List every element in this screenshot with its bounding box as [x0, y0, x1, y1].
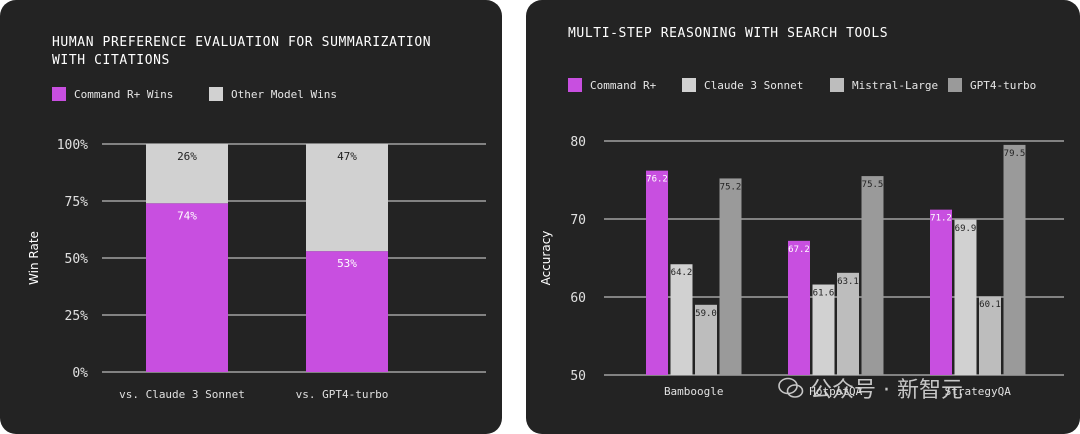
bar [788, 240, 810, 375]
bar [646, 170, 668, 375]
y-tick-label: 75% [65, 195, 89, 210]
legend-label: Claude 3 Sonnet [704, 78, 804, 92]
legend-label: Command R+ [590, 78, 657, 92]
data-label: 59.0 [695, 309, 717, 319]
data-label: 53% [337, 257, 357, 270]
bar [979, 296, 1001, 375]
y-axis-label: Win Rate [27, 231, 41, 285]
right-legend-item-4: GPT4-turbo [948, 78, 1036, 92]
bar [695, 304, 717, 375]
x-tick-label: HotpotQA [809, 385, 862, 398]
y-tick-label: 60 [570, 291, 586, 306]
data-label: 71.2 [930, 214, 952, 224]
right-legend-item-2: Claude 3 Sonnet [682, 78, 803, 92]
data-label: 60.1 [979, 300, 1001, 310]
data-label: 26% [177, 150, 197, 163]
right-chart-panel: MULTI-STEP REASONING WITH SEARCH TOOLS C… [526, 0, 1080, 434]
y-tick-label: 0% [72, 366, 88, 381]
data-label: 61.6 [813, 289, 835, 299]
left-chart-plot: 0% 25% 50% 75% 100% Win Rate 74% 26% vs. Claude … [27, 138, 486, 401]
wechat-icon [778, 377, 804, 398]
y-tick-label: 25% [65, 309, 89, 324]
data-label: 63.1 [837, 277, 859, 287]
legend-swatch [948, 78, 962, 92]
bar [954, 219, 977, 375]
left-legend-item-1: Command R+ Wins [52, 87, 173, 101]
data-label: 64.2 [671, 268, 693, 278]
data-label: 76.2 [646, 175, 668, 185]
bar [837, 272, 859, 375]
bar [670, 264, 693, 375]
right-chart-title: MULTI-STEP REASONING WITH SEARCH TOOLS [568, 26, 889, 41]
legend-label: Other Model Wins [231, 87, 337, 101]
x-tick-label: vs. Claude 3 Sonnet [119, 388, 245, 401]
watermark: 公众号 · 新智元 [778, 372, 963, 404]
bar [930, 209, 952, 375]
y-tick-label: 50 [570, 369, 586, 384]
left-chart-panel: HUMAN PREFERENCE EVALUATION FOR SUMMARIZ… [0, 0, 502, 434]
legend-label: GPT4-turbo [970, 78, 1037, 92]
legend-swatch [209, 87, 223, 101]
bar-segment [306, 251, 388, 372]
data-label: 69.9 [955, 224, 977, 234]
left-legend-item-2: Other Model Wins [209, 87, 337, 101]
data-label: 47% [337, 150, 357, 163]
x-tick-label: StrategyQA [945, 385, 1012, 398]
data-label: 75.5 [862, 180, 884, 190]
right-legend-item-1: Command R+ [568, 78, 656, 92]
bar-segment [306, 144, 388, 252]
x-tick-label: Bamboogle [664, 385, 724, 398]
bar [1003, 144, 1026, 375]
legend-label: Mistral-Large [852, 78, 939, 92]
legend-swatch [682, 78, 696, 92]
bar [861, 176, 884, 375]
bar [719, 178, 742, 375]
bar [812, 284, 835, 375]
left-chart-title: HUMAN PREFERENCE EVALUATION FOR SUMMARIZ… [52, 35, 432, 68]
legend-swatch [830, 78, 844, 92]
x-tick-label: vs. GPT4-turbo [296, 388, 389, 401]
right-legend-item-3: Mistral-Large [830, 78, 938, 92]
y-tick-label: 70 [570, 213, 586, 228]
data-label: 74% [177, 209, 197, 222]
y-axis-label: Accuracy [539, 231, 553, 286]
data-label: 79.5 [1004, 149, 1026, 159]
data-label: 75.2 [720, 182, 742, 192]
y-tick-label: 100% [57, 138, 88, 153]
legend-label: Command R+ Wins [74, 87, 174, 101]
y-tick-label: 80 [570, 135, 586, 150]
legend-swatch [52, 87, 66, 101]
right-chart-plot: 50 60 70 80 Accuracy 76.2 64.2 59.0 75.2 Bamboogl… [539, 135, 1064, 398]
legend-swatch [568, 78, 582, 92]
y-tick-label: 50% [65, 252, 89, 267]
data-label: 67.2 [788, 245, 810, 255]
bar-segment [146, 144, 228, 204]
bar-segment [146, 203, 228, 372]
watermark-text: 公众号 · 新智元 [810, 378, 963, 403]
